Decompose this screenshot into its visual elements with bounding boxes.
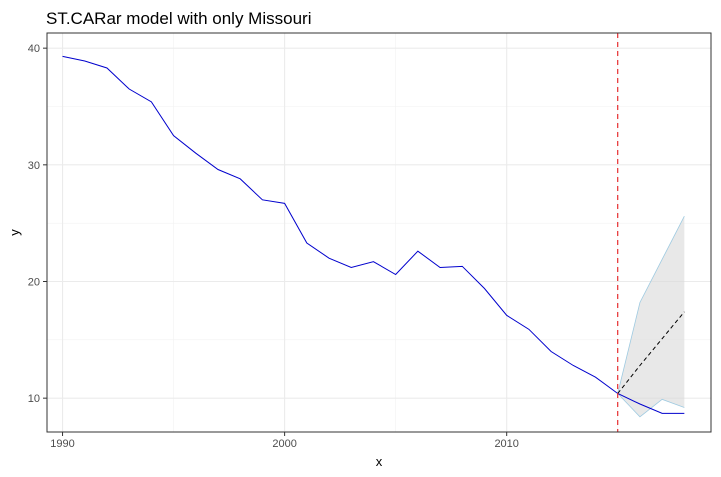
series-layer <box>62 55 685 414</box>
y-tick-label: 10 <box>28 393 40 405</box>
x-tick-label: 2010 <box>494 438 518 450</box>
y-axis-title: y <box>7 229 22 236</box>
y-tick-label: 30 <box>28 160 40 172</box>
upper-bound-line <box>617 215 685 394</box>
forecast-series-line <box>617 311 685 394</box>
y-tick-label: 40 <box>28 43 40 55</box>
confidence-band <box>617 216 685 417</box>
x-tick-label: 2000 <box>272 438 296 450</box>
panel-background <box>47 33 711 432</box>
lower-bound-line <box>617 393 685 418</box>
y-tick-label: 20 <box>28 277 40 289</box>
panel-border <box>46 32 712 433</box>
x-axis-title: x <box>376 454 383 469</box>
grid <box>47 33 711 432</box>
observed-series-line <box>62 55 685 414</box>
x-tick-label: 1990 <box>50 438 74 450</box>
chart-title: ST.CARar model with only Missouri <box>46 9 311 28</box>
confidence-band-layer <box>617 215 685 418</box>
